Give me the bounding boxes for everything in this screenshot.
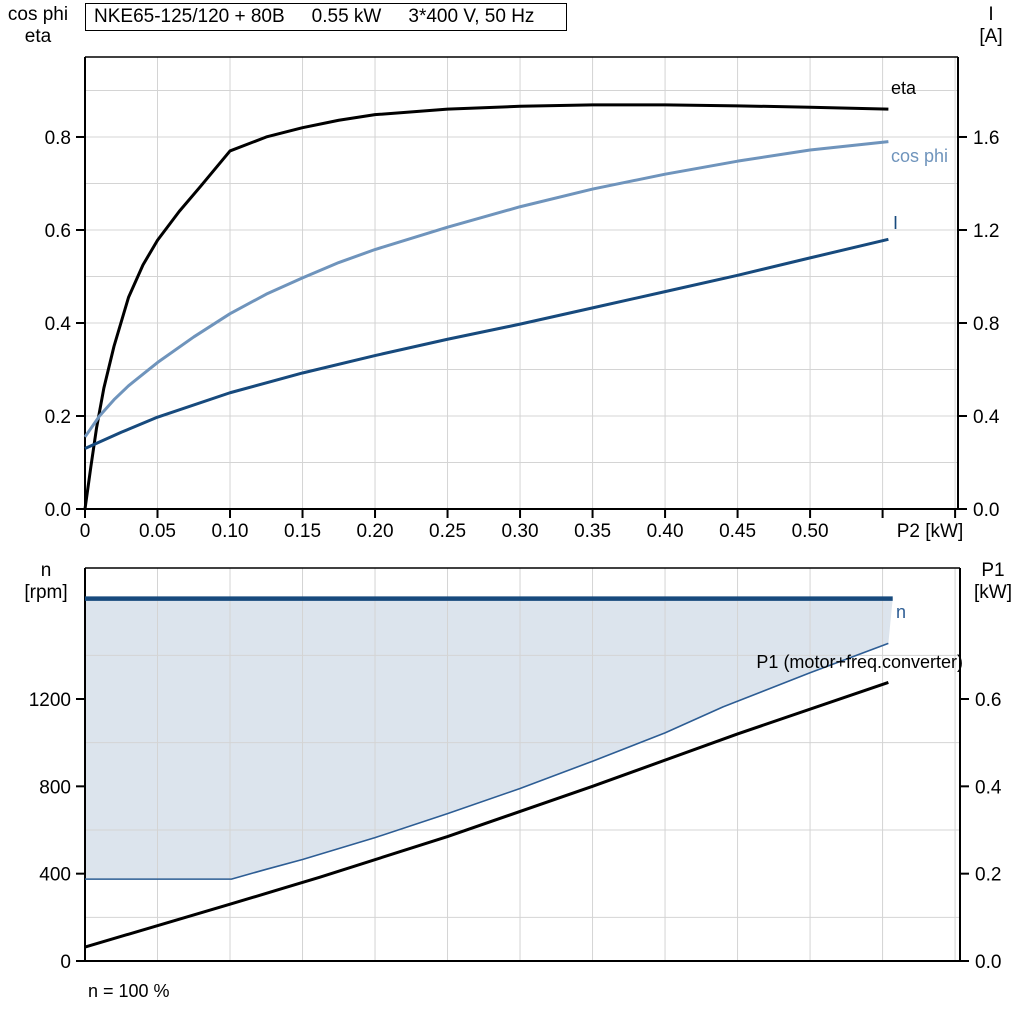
x-axis-tick-label: 0.05 xyxy=(139,521,176,542)
x-axis-tick-label: 0.10 xyxy=(212,521,249,542)
left-axis-tick-label: 800 xyxy=(39,777,71,798)
right-axis-tick-label: 0.4 xyxy=(973,407,1000,428)
left-axis-tick-label: 0.0 xyxy=(45,500,71,521)
x-axis-tick-label: 0.15 xyxy=(284,521,321,542)
x-axis-tick-label: 0.45 xyxy=(719,521,756,542)
right-axis-title-kw-unit: [kW] xyxy=(974,582,1012,603)
x-axis-tick-label: 0 xyxy=(80,521,91,542)
left-axis-title-speed: n xyxy=(40,560,52,581)
left-axis-tick-label: 1200 xyxy=(29,690,71,711)
x-axis-unit-label: P2 [kW] xyxy=(897,521,964,542)
p1-curve-label: P1 (motor+freq.converter) xyxy=(756,652,963,672)
left-axis-tick-label: 0.8 xyxy=(45,128,71,149)
bottom-chart-right-axis-title: P1 [kW] xyxy=(962,560,1024,604)
x-axis-tick-label: 0.35 xyxy=(574,521,611,542)
title-power: 0.55 kW xyxy=(311,6,382,27)
left-axis-tick-label: 0.4 xyxy=(45,314,72,335)
right-axis-tick-label: 0.8 xyxy=(973,314,999,335)
left-axis-tick-label: 0 xyxy=(60,952,71,973)
speed-range-area xyxy=(85,598,893,880)
right-axis-tick-label: 1.2 xyxy=(973,221,999,242)
x-axis-tick-label: 0.50 xyxy=(792,521,829,542)
left-axis-title-rpm-unit: [rpm] xyxy=(24,582,68,603)
current-curve-label: I xyxy=(893,213,899,233)
top-chart-right-axis-title: I [A] xyxy=(958,4,1024,48)
bottom-chart-left-axis-title: n [rpm] xyxy=(10,560,82,604)
right-axis-title-p1: P1 xyxy=(981,560,1005,581)
right-axis-tick-label: 1.6 xyxy=(973,128,999,149)
left-axis-title-cos-phi: cos phi xyxy=(7,4,69,25)
right-axis-tick-label: 0.0 xyxy=(975,952,1001,973)
x-axis-tick-label: 0.25 xyxy=(429,521,466,542)
x-axis-tick-label: 0.40 xyxy=(647,521,684,542)
chart-title-box: NKE65-125/120 + 80B 0.55 kW 3*400 V, 50 … xyxy=(85,3,567,31)
title-model: NKE65-125/120 + 80B xyxy=(94,6,285,27)
right-axis-title-current: I xyxy=(988,4,994,25)
left-axis-tick-label: 0.2 xyxy=(45,407,71,428)
x-axis-tick-label: 0.30 xyxy=(502,521,539,542)
cos-phi-curve-label: cos phi xyxy=(891,146,949,166)
left-axis-tick-label: 400 xyxy=(39,865,71,886)
left-axis-tick-label: 0.6 xyxy=(45,221,71,242)
x-axis-tick-label: 0.20 xyxy=(357,521,394,542)
right-axis-title-ampere-unit: [A] xyxy=(979,26,1003,47)
title-voltage: 3*400 V, 50 Hz xyxy=(408,6,535,27)
series-eta xyxy=(83,103,889,510)
series-p1-motor-freq-converter- xyxy=(84,680,889,949)
series-i xyxy=(84,237,889,450)
right-axis-tick-label: 0.2 xyxy=(975,865,1001,886)
left-axis-title-eta: eta xyxy=(24,26,52,47)
speed-footnote: n = 100 % xyxy=(88,981,170,1001)
top-chart-left-axis-title: cos phi eta xyxy=(0,4,76,48)
series-n-min-boundary xyxy=(85,642,889,880)
speed-curve-label: n xyxy=(896,602,907,622)
right-axis-tick-label: 0.4 xyxy=(975,777,1002,798)
eta-curve-label: eta xyxy=(891,78,917,98)
right-axis-tick-label: 0.6 xyxy=(975,690,1001,711)
right-axis-tick-label: 0.0 xyxy=(973,500,999,521)
series-cos-phi xyxy=(83,140,889,438)
